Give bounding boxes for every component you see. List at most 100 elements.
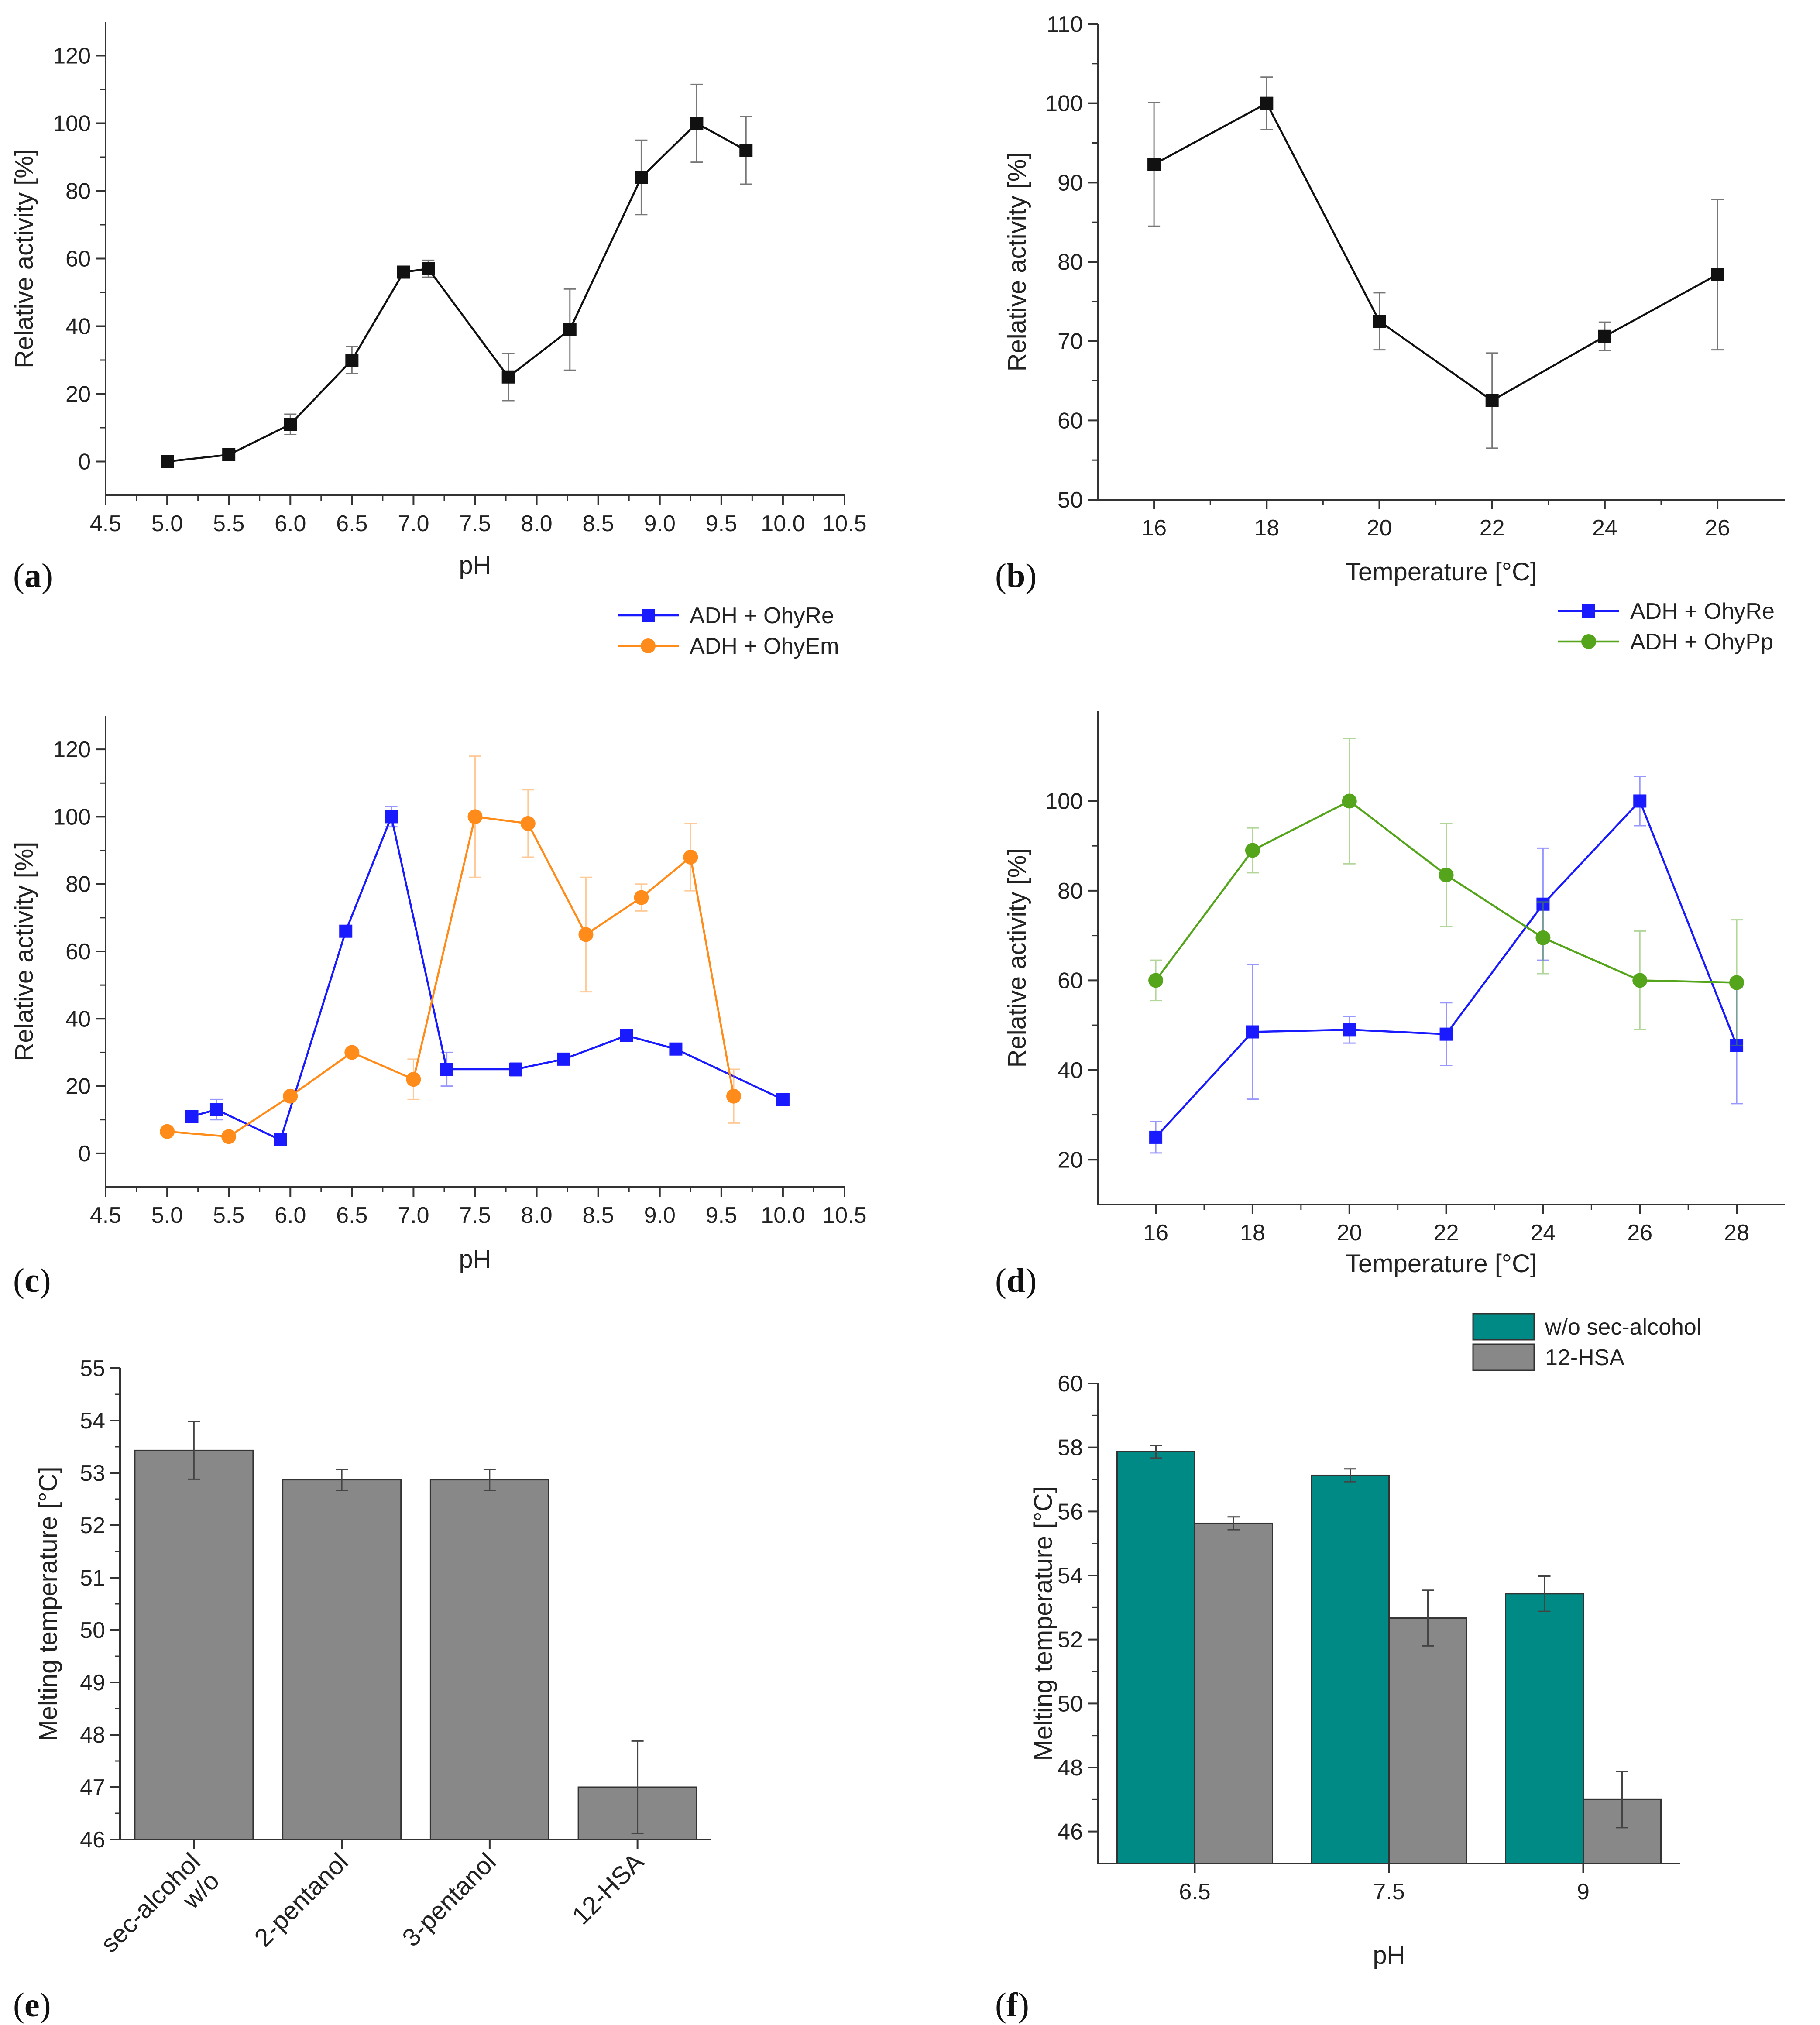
x-category-label: 3-pentanol [397,1847,501,1952]
y-axis-title: Relative activity [%] [1003,152,1031,372]
y-tick-label: 80 [1058,879,1083,904]
x-tick-label: 20 [1337,1220,1362,1246]
bar [282,1479,402,1840]
x-tick-label: 6.5 [1179,1879,1210,1905]
data-point [634,890,649,905]
y-tick-label: 60 [65,247,91,272]
y-tick-label: 54 [80,1408,105,1434]
data-point [1343,1023,1356,1037]
y-tick-label: 58 [1058,1435,1083,1461]
panel-label: (b) [995,556,1037,594]
legend-label: ADH + OhyRe [690,603,834,628]
y-tick-label: 100 [53,804,91,830]
x-tick-label: 8.5 [583,511,614,536]
data-point [1598,329,1611,343]
x-tick-label: 16 [1143,1220,1168,1246]
x-tick-label: 9 [1577,1879,1590,1905]
x-tick-label: 28 [1724,1220,1749,1246]
series-line [1154,102,1718,402]
y-tick-label: 54 [1058,1563,1083,1589]
data-point [1373,315,1386,328]
data-point [397,265,410,279]
y-tick-label: 20 [65,382,91,407]
y-tick-label: 50 [1058,487,1083,513]
y-tick-label: 80 [65,179,91,204]
data-point [1260,96,1274,110]
data-point [274,1133,287,1146]
data-point [160,1124,175,1139]
y-tick-label: 53 [80,1461,105,1486]
legend-item: 12-HSA [1472,1343,1624,1371]
panel-label: (e) [13,1986,51,2024]
data-point [221,1129,237,1144]
chart-panel-c: 0 20 40 60 80 100 120 Relative activity [%] 4.5 5… [10,603,867,1299]
x-tick-label: 20 [1367,515,1392,541]
data-point [440,1063,453,1076]
y-axis-title: Relative activity [%] [10,842,38,1061]
y-tick-label: 40 [1058,1058,1083,1083]
x-axis-title: Temperature [°C] [1346,1249,1537,1278]
chart-panel-a: 0 20 40 60 80 100 120 Relative activity [%] 4.5 5… [10,22,867,594]
chart-panel-e: 46 47 48 49 50 51 52 53 54 55 Melting temperature … [13,1356,711,2024]
data-point [1149,1130,1163,1144]
legend-item: ADH + OhyRe [1558,599,1775,624]
data-point [339,924,353,938]
legend-label: ADH + OhyEm [690,634,839,659]
y-tick-label: 47 [80,1775,105,1800]
x-tick-label: 26 [1627,1220,1652,1246]
y-tick-label: 48 [1058,1755,1083,1781]
x-category-label: 12-HSA [567,1847,649,1930]
data-point [1147,158,1161,171]
bar [134,1449,254,1840]
data-point [620,1029,633,1042]
y-tick-label: 100 [53,111,91,137]
x-tick-label: 5.5 [213,1203,244,1228]
data-point [1245,843,1260,858]
data-point [1729,975,1744,990]
x-tick-label: 26 [1705,515,1730,541]
data-point [1535,930,1551,945]
y-tick-label: 90 [1058,170,1083,196]
chart-panel-f: 46 48 50 52 54 56 58 60 Melting temperature [°C]… [995,1313,1701,2024]
data-point [1536,897,1550,911]
legend-label: ADH + OhyPp [1630,629,1773,655]
y-tick-label: 60 [1058,968,1083,993]
data-point [578,927,594,942]
y-axis-title: Melting temperature [°C] [34,1466,62,1741]
x-axis-title: pH [459,1245,491,1273]
legend-swatch [1472,1343,1535,1371]
y-tick-label: 46 [80,1827,105,1853]
y-tick-label: 55 [80,1356,105,1381]
data-point [509,1063,522,1076]
bar [1194,1522,1273,1864]
y-tick-label: 20 [65,1074,91,1099]
chart-panel-b: 50 60 70 80 90 100 110 Relative activity [%] 16 1… [995,12,1785,594]
series-line [167,815,735,1138]
x-tick-label: 24 [1592,515,1617,541]
data-point [283,1088,298,1104]
x-tick-label: 6.0 [275,1203,306,1228]
x-tick-label: 24 [1531,1220,1556,1246]
x-tick-label: 22 [1480,515,1505,541]
y-tick-label: 0 [78,450,91,475]
y-axis-title: Melting temperature [°C] [1029,1486,1058,1761]
x-axis-title: pH [1373,1941,1405,1970]
x-axis-title: pH [459,551,491,580]
legend-item: ADH + OhyEm [618,634,839,659]
data-point [1485,394,1499,407]
y-tick-label: 60 [1058,1371,1083,1397]
x-tick-label: 4.5 [90,1203,121,1228]
x-tick-label: 5.5 [213,511,244,536]
y-tick-label: 100 [1045,91,1083,117]
data-point [422,262,435,275]
data-point [406,1072,421,1087]
x-tick-label: 10.0 [761,511,805,536]
x-tick-label: 10.0 [761,1203,805,1228]
data-point [1342,793,1357,809]
y-tick-label: 48 [80,1723,105,1748]
y-tick-label: 60 [1058,408,1083,433]
data-point [1439,867,1454,882]
data-point [344,1045,360,1060]
data-point [284,418,297,431]
y-tick-label: 110 [1047,12,1083,37]
